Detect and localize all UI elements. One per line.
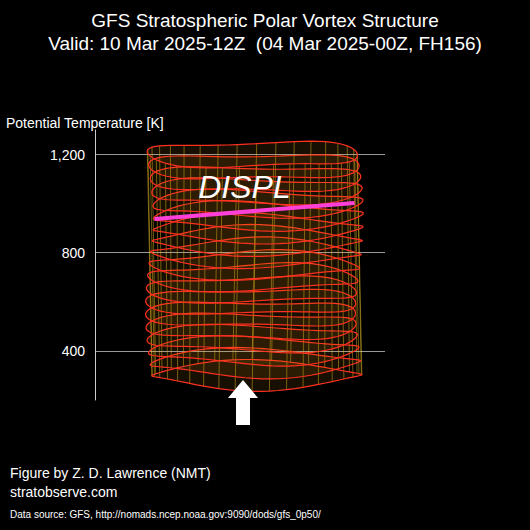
svg-text:400: 400 xyxy=(62,343,86,359)
svg-text:Valid: 10 Mar 2025-12Z (04 Ma: Valid: 10 Mar 2025-12Z (04 Mar 2025-00Z,… xyxy=(48,33,482,54)
svg-text:1,200: 1,200 xyxy=(50,147,85,163)
svg-text:GFS Stratospheric Polar Vortex: GFS Stratospheric Polar Vortex Structure xyxy=(91,10,438,31)
svg-text:Potential Temperature [K]: Potential Temperature [K] xyxy=(6,115,164,131)
svg-text:800: 800 xyxy=(62,245,86,261)
svg-text:Figure by Z. D. Lawrence (NMT): Figure by Z. D. Lawrence (NMT) xyxy=(10,465,211,481)
svg-text:DISPL: DISPL xyxy=(198,169,290,205)
svg-text:stratobserve.com: stratobserve.com xyxy=(10,484,117,500)
svg-text:Data source: GFS, http://nomad: Data source: GFS, http://nomads.ncep.noa… xyxy=(10,509,321,520)
